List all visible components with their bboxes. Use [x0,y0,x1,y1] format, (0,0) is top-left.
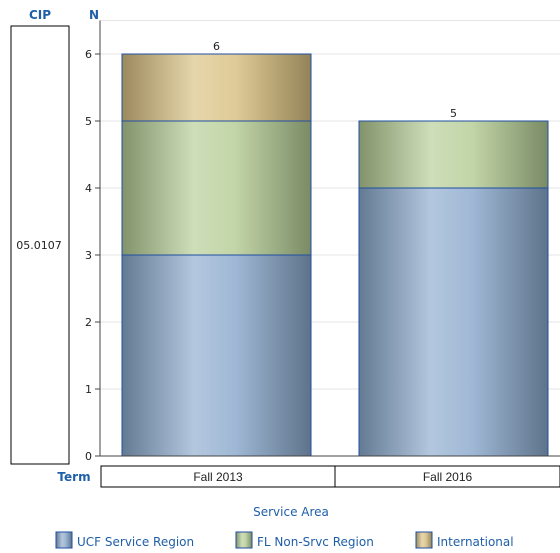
cip-value: 05.0107 [16,239,62,252]
y-tick-label: 3 [85,249,92,262]
legend-title: Service Area [253,505,329,519]
legend: UCF Service Region FL Non-Srvc Region Inte… [55,531,514,549]
bar-total-label: 6 [213,40,220,53]
legend-label-ucf-service-region: UCF Service Region [77,535,194,549]
category-axis: Fall 2013 Fall 2016 [100,465,560,488]
y-tick-label: 6 [85,48,92,61]
cip-header: CIP [29,8,51,22]
category-label: Fall 2016 [423,470,473,484]
y-tick-label: 1 [85,383,92,396]
term-header: Term [57,470,90,484]
y-tick-label: 5 [85,115,92,128]
cip-cell [10,25,70,465]
bar-fall-2013-international [121,53,312,122]
y-tick-label: 4 [85,182,92,195]
bars [121,53,549,457]
n-header: N [89,8,99,22]
category-label: Fall 2013 [193,470,243,484]
legend-swatch-international [415,531,433,549]
y-tick-label: 0 [85,450,92,463]
legend-swatch-ucf-service-region [55,531,73,549]
bar-total-label: 5 [450,107,457,120]
bar-fall-2016-ucf-service-region [358,187,549,457]
y-tick-label: 2 [85,316,92,329]
bar-fall-2013-fl-non-srvc-region [121,120,312,256]
y-axis: 0 1 2 3 4 5 6 [85,20,560,463]
bar-fall-2013-ucf-service-region [121,254,312,457]
legend-swatch-fl-non-srvc-region [235,531,253,549]
bar-labels: 65 [213,40,457,120]
legend-label-international: International [437,535,514,549]
legend-label-fl-non-srvc-region: FL Non-Srvc Region [257,535,374,549]
bar-fall-2016-fl-non-srvc-region [358,120,549,189]
category-cell [334,465,560,488]
